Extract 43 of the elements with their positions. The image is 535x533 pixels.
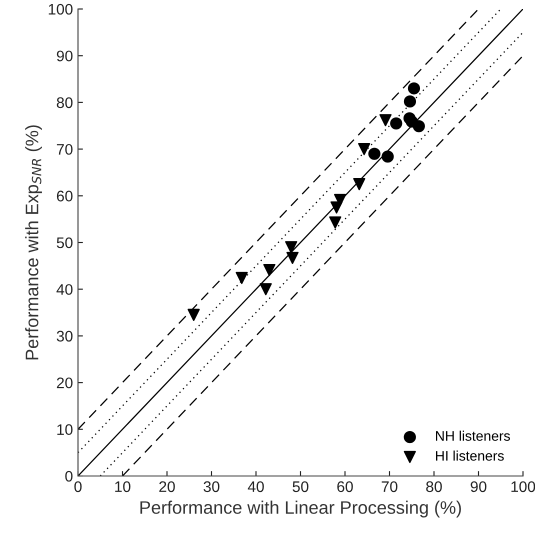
y-tick-label: 70 [56, 144, 73, 155]
point [404, 95, 416, 108]
x-tick-label: 30 [204, 481, 220, 492]
x-tick-label: 70 [382, 481, 398, 492]
point [260, 283, 272, 296]
x-tick-label: 60 [337, 481, 353, 492]
point [390, 117, 402, 130]
point [188, 308, 200, 321]
x-tick-label: 20 [159, 481, 175, 492]
x-axis-title: Performance with Linear Processing (%) [140, 500, 461, 518]
y-axis-title: Performance with Exp$_{SNR}$ (%) [25, 125, 42, 360]
x-tick-label: 40 [248, 481, 264, 492]
point [379, 114, 392, 126]
x-tick-label: 90 [470, 481, 486, 492]
x-tick-label: 100 [511, 481, 535, 492]
point [408, 82, 420, 94]
point [358, 143, 370, 156]
y-tick-label: 50 [56, 237, 73, 248]
point [329, 216, 342, 228]
point [236, 272, 248, 284]
point [412, 120, 425, 132]
legend-label: NH listeners [436, 430, 510, 441]
y-tick-label: 60 [56, 190, 73, 202]
y-tick-label: 20 [56, 377, 73, 388]
point [286, 252, 299, 264]
point [353, 178, 366, 190]
point [368, 148, 380, 160]
x-tick-label: 50 [292, 481, 308, 492]
x-tick-label: 10 [115, 481, 130, 492]
y-tick-label: 10 [57, 424, 73, 435]
point [382, 150, 394, 163]
y-tick-label: 0 [65, 470, 73, 482]
point [285, 241, 298, 254]
y-tick-label: 90 [56, 50, 73, 62]
y-tick-label: 40 [56, 284, 73, 295]
x-tick-label: 0 [74, 481, 82, 492]
x-tick-label: 80 [426, 481, 442, 492]
y-tick-label: 100 [48, 4, 73, 15]
y-tick-label: 30 [56, 330, 73, 342]
point [330, 201, 343, 214]
point [263, 264, 276, 276]
legend-label: HI listeners [436, 450, 504, 461]
y-tick-label: 80 [56, 97, 73, 108]
